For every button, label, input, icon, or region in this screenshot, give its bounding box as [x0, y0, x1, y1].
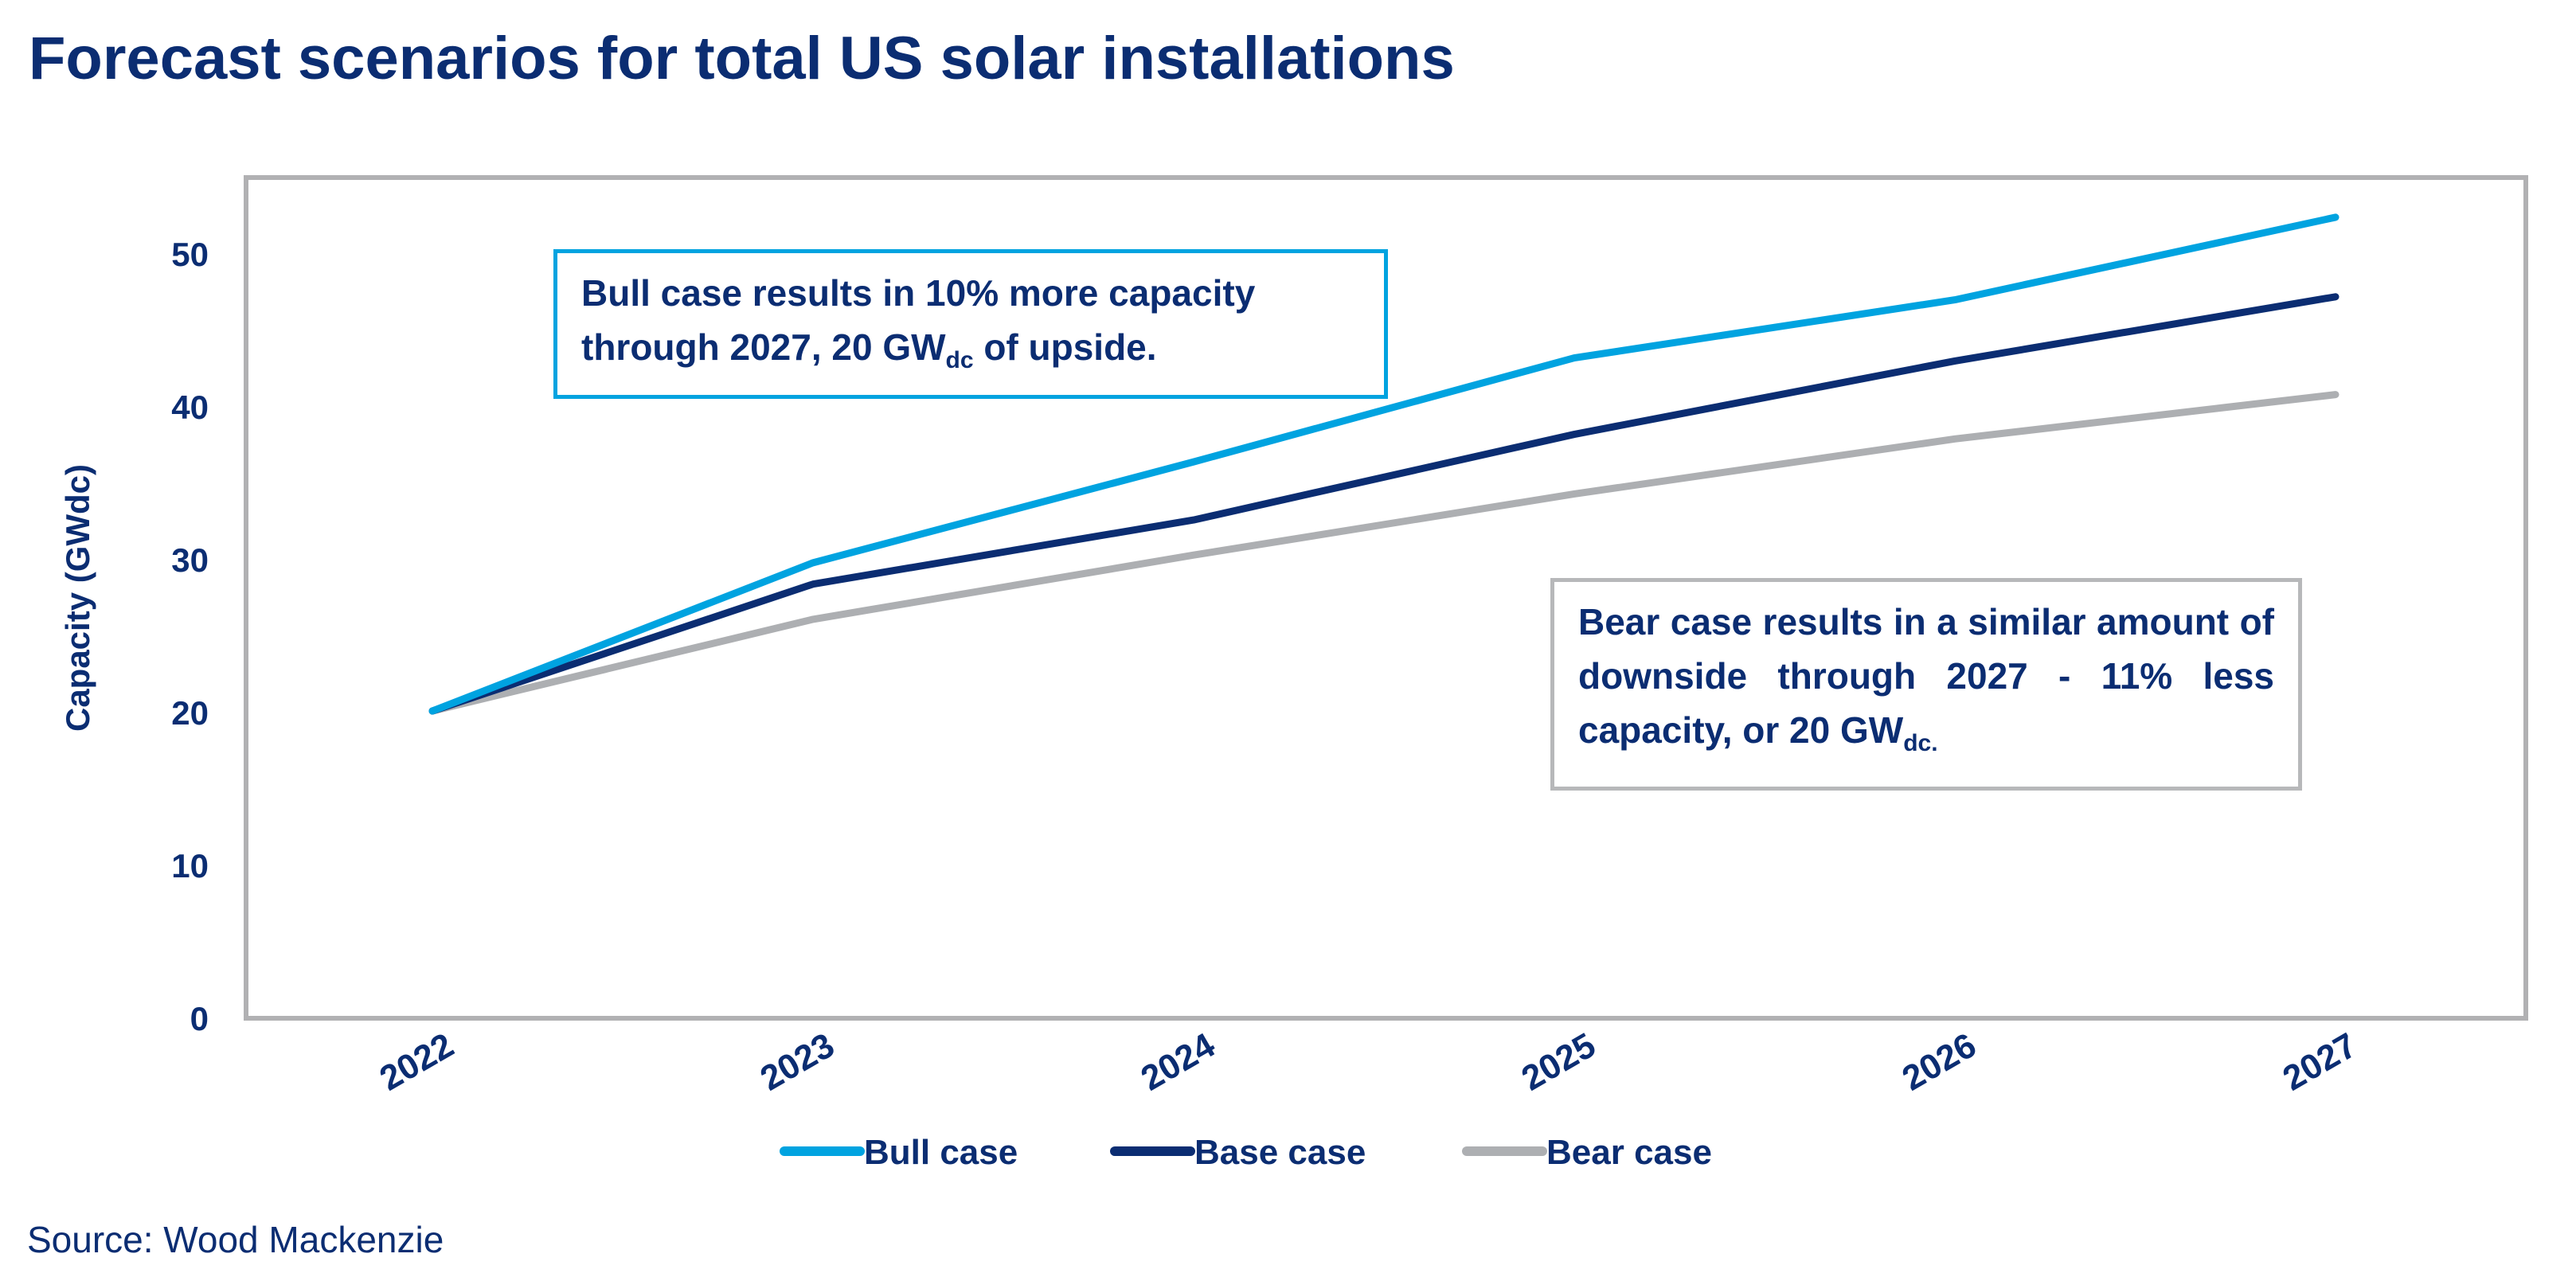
y-axis-label: Capacity (GWdc) — [59, 464, 96, 732]
y-axis: 0 10 20 30 40 50 — [171, 236, 209, 1037]
series-line-bear-case — [428, 391, 2340, 715]
x-tick-label: 2025 — [1515, 1025, 1602, 1098]
legend-label: Bear case — [1546, 1133, 1712, 1172]
x-tick-label: 2027 — [2277, 1025, 2363, 1098]
y-tick-label: 40 — [171, 389, 209, 426]
y-tick-label: 0 — [190, 1000, 209, 1037]
series-line-bull-case — [428, 213, 2340, 715]
bull-annotation-tail: of upside. — [973, 326, 1157, 368]
bear-annotation-text: Bear case results in a similar amount of… — [1578, 601, 2274, 751]
legend-item: Base case — [1110, 1133, 1366, 1172]
x-tick-label: 2022 — [373, 1025, 460, 1098]
plot-frame — [244, 175, 2528, 1021]
y-tick-label: 30 — [171, 541, 209, 579]
bull-annotation-subscript: dc — [945, 347, 974, 373]
x-axis: 2022 2023 2024 2025 2026 2027 — [373, 1025, 2363, 1099]
legend-label: Bull case — [864, 1133, 1018, 1172]
y-tick-label: 10 — [171, 847, 209, 885]
bear-case-annotation: Bear case results in a similar amount of… — [1550, 578, 2302, 791]
x-tick-label: 2024 — [1135, 1025, 1222, 1099]
source-note: Source: Wood Mackenzie — [27, 1219, 444, 1260]
legend-item: Bear case — [1462, 1133, 1712, 1172]
bear-annotation-subscript: dc. — [1903, 730, 1938, 756]
series-line-base-case — [428, 293, 2340, 715]
legend: Bull case Base case Bear case — [780, 1133, 1712, 1172]
bull-case-annotation: Bull case results in 10% more capacity t… — [553, 249, 1388, 399]
y-tick-label: 20 — [171, 694, 209, 732]
legend-label: Base case — [1194, 1133, 1366, 1172]
x-tick-label: 2023 — [754, 1025, 841, 1098]
bull-annotation-text: Bull case results in 10% more capacity t… — [581, 272, 1256, 368]
y-tick-label: 50 — [171, 236, 209, 273]
series-lines — [428, 213, 2340, 715]
chart-title: Forecast scenarios for total US solar in… — [29, 25, 1455, 92]
legend-item: Bull case — [780, 1133, 1018, 1172]
x-tick-label: 2026 — [1896, 1025, 1983, 1098]
